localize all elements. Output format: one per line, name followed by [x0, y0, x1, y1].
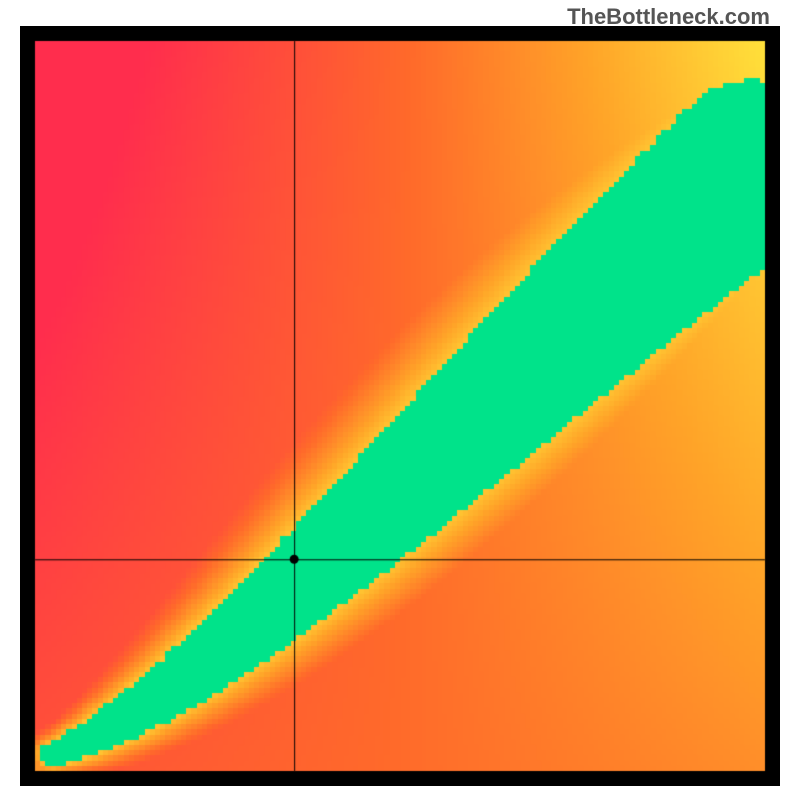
plot-frame — [20, 26, 780, 786]
root: TheBottleneck.com — [0, 0, 800, 800]
watermark-label: TheBottleneck.com — [567, 4, 770, 30]
crosshair-overlay — [20, 26, 780, 786]
